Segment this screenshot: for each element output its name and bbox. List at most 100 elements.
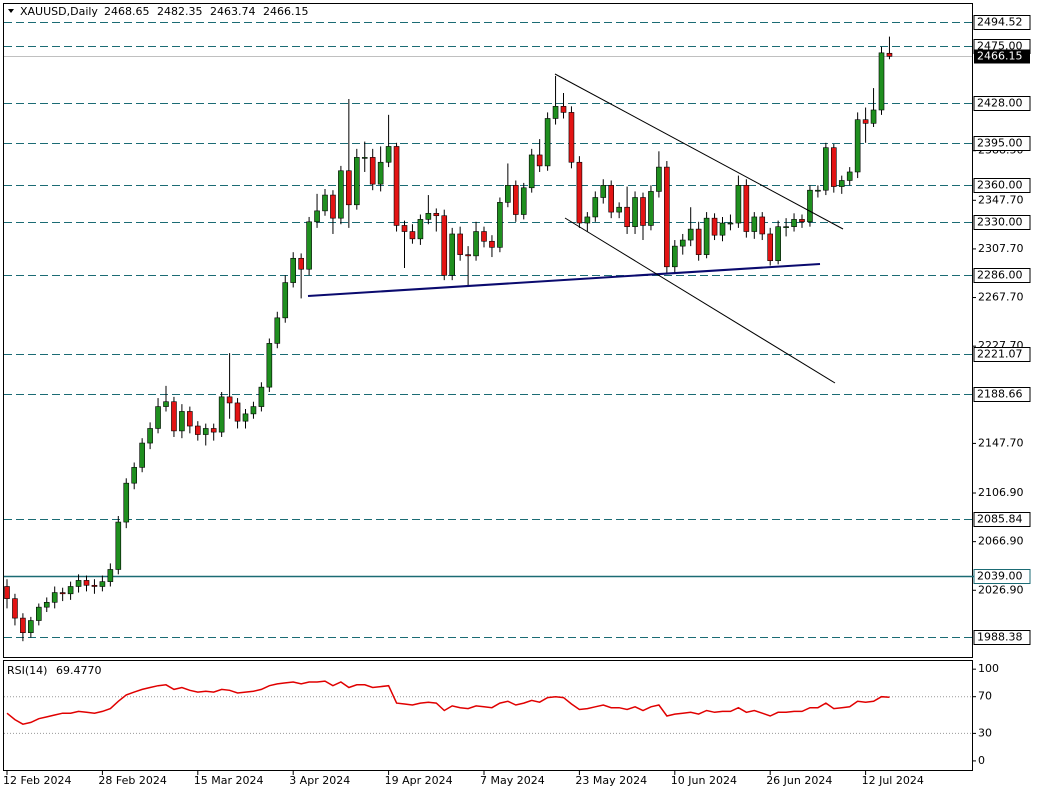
candle-body [616,206,622,213]
candle-body [242,413,249,422]
candle-body [83,580,90,586]
current-price-label: 2466.15 [977,50,1023,63]
candle-body [274,317,281,344]
candle-body [862,119,869,124]
candle-body [361,157,368,159]
candle-body [679,239,686,247]
candle-body [505,185,511,203]
x-tick-label: 15 Mar 2024 [194,774,264,787]
menu-arrow[interactable] [8,9,14,13]
candle-body [393,146,400,226]
rsi-value: 69.4770 [56,664,102,677]
candle-body [210,428,217,433]
level-label-box [973,569,1031,584]
candle-body [163,401,169,407]
main-layer: 2388.502347.702307.702267.702227.702147.… [3,15,1031,787]
candle-body [179,411,185,432]
candle-body [632,197,638,227]
x-tick-label: 12 Feb 2024 [3,774,71,787]
level-label: 2330.00 [977,216,1023,229]
candle-body [298,257,304,270]
candle-body [560,106,567,113]
candle-body [441,215,448,276]
candle-body [195,425,201,435]
candle-body [12,598,18,619]
level-label: 2039.00 [977,570,1023,583]
rsi-name: RSI(14) [7,664,47,677]
candle-body [171,401,177,432]
level-label: 2494.52 [977,16,1023,29]
candle-body [147,428,153,444]
channel-upper [554,73,844,230]
level-label-box [973,178,1031,193]
candle-body [807,189,813,223]
rsi-line [6,680,890,725]
candle-body [338,170,344,219]
candle-body [671,245,678,268]
candle-body [489,240,495,248]
level-label: 2286.00 [977,269,1023,282]
candle-body [592,197,599,218]
y-tick-label: 2026.90 [978,583,1024,596]
candle-body [886,52,893,57]
candle-body [576,161,583,224]
rsi-tick-label: 0 [978,754,985,767]
y-tick-label: 2066.90 [978,535,1024,548]
y-tick-label: 2106.90 [978,486,1024,499]
candle-body [473,231,479,257]
candle-body [417,219,424,240]
candle-body [497,202,503,248]
level-label: 2395.00 [977,137,1023,150]
candle-body [743,185,750,232]
candle-body [131,467,137,484]
candle-body [409,231,416,240]
candle-body [584,216,591,224]
candle-body [687,228,694,241]
candle-body [369,157,376,185]
candle-body [568,112,575,163]
candle-body [91,584,98,587]
candle-body [536,154,543,167]
candle-body [520,187,527,215]
level-label: 1988.38 [977,631,1023,644]
candle-body [282,282,289,319]
candle-body [123,482,130,523]
level-label: 2188.66 [977,388,1023,401]
support-trendline [307,263,821,297]
x-tick-label: 23 May 2024 [575,774,647,787]
candle-body [711,217,718,236]
candle-body [846,171,853,181]
candle-body [552,106,559,119]
level-label-box [973,96,1031,111]
level-label-box [973,15,1031,30]
candle-body [600,185,607,198]
candle-body [4,586,10,599]
candle-body [656,166,662,192]
y-tick-label: 2347.70 [978,193,1024,206]
candle-body [449,233,456,276]
candle-body [767,233,774,262]
candle-body [775,226,781,262]
candle-body [703,217,710,255]
level-label-box [973,512,1031,527]
candle-body [751,216,758,232]
level-label: 2360.00 [977,179,1023,192]
candle-body [155,406,161,429]
candle-body [512,185,519,215]
candle-body [306,221,312,270]
rsi-level-label: 30 [978,726,992,739]
candle-body [59,592,66,595]
x-tick-label: 3 Apr 2024 [289,774,350,787]
header-low: 2463.74 [210,5,256,18]
level-label: 2475.00 [977,40,1023,53]
candle-body [648,191,654,226]
candle-body [353,157,360,206]
level-label-box [973,630,1031,645]
candle-body [43,601,50,608]
candle-body [783,226,789,228]
candle-body [425,213,432,220]
channel-lower [564,217,836,384]
candle-body [457,233,463,255]
x-tick-label: 28 Feb 2024 [98,774,166,787]
